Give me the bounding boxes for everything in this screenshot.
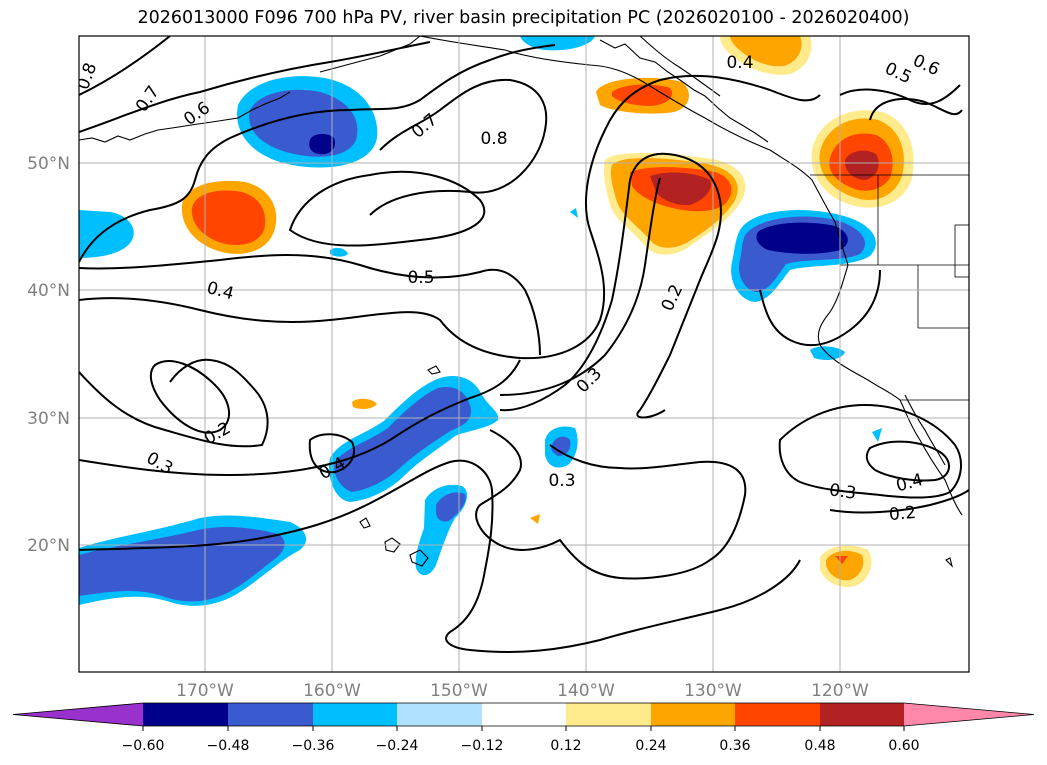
latitude-labels: 50°N 40°N 30°N 20°N [27,154,70,556]
lat-label-50n: 50°N [27,154,70,174]
colorbar-tick-label: −0.24 [376,738,419,754]
lon-label-130w: 130°W [684,681,742,701]
colorbar-segment [482,703,566,726]
colorbar-segment [143,703,228,726]
contour-label: 0.4 [726,53,753,73]
colorbar-segment [735,703,820,726]
colorbar-tick-label: −0.48 [207,738,250,754]
colorbar-extend-low [13,703,143,726]
colorbar-tick-label: 0.12 [550,738,581,754]
contour-label: 0.2 [888,503,917,525]
colorbar-segment [397,703,482,726]
map-plot-area: 0.8 0.7 0.6 0.6 0.5 0.4 0.7 0.8 0.5 0.4 … [79,36,969,672]
colorbar-segment [566,703,651,726]
contour-label: 0.8 [480,129,507,149]
contour-label: 0.3 [548,471,575,491]
lat-label-40n: 40°N [27,281,70,301]
contour-label: 0.3 [828,480,858,504]
colorbar-tick-label: −0.36 [292,738,335,754]
lon-label-140w: 140°W [557,681,615,701]
lon-label-170w: 170°W [176,681,234,701]
lat-label-30n: 30°N [27,409,70,429]
colorbar-ticks [142,726,905,731]
colorbar-tick-label: 0.36 [719,738,750,754]
colorbar-tick-label: 0.48 [804,738,835,754]
graticule [79,36,969,672]
colorbar-tick-label: −0.12 [461,738,504,754]
map-frame [78,35,970,673]
colorbar-tick-label: −0.60 [122,738,165,754]
map-title: 2026013000 F096 700 hPa PV, river basin … [137,8,910,28]
pv-contours [79,36,969,653]
colorbar-segment [228,703,313,726]
lon-label-120w: 120°W [811,681,869,701]
colorbar-segment [313,703,397,726]
colorbar-segment [820,703,904,726]
lon-label-150w: 150°W [430,681,488,701]
colorbar-tick-label: 0.24 [635,738,666,754]
colorbar-extend-high [904,703,1034,726]
colorbar-segment [651,703,735,726]
lat-label-20n: 20°N [27,536,70,556]
colorbar-tick-labels: −0.60 −0.48 −0.36 −0.24 −0.12 0.12 0.24 … [122,738,920,754]
lon-label-160w: 160°W [303,681,361,701]
longitude-labels: 170°W 160°W 150°W 140°W 130°W 120°W [176,681,869,701]
colorbar: −0.60 −0.48 −0.36 −0.24 −0.12 0.12 0.24 … [12,702,1035,754]
colorbar-tick-label: 0.60 [888,738,919,754]
contour-label: 0.5 [407,268,434,288]
